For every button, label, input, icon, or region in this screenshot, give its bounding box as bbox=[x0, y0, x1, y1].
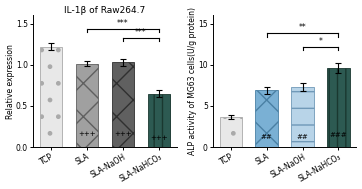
Bar bbox=[291, 87, 314, 147]
Bar bbox=[40, 47, 62, 147]
Text: ##: ## bbox=[261, 134, 273, 140]
Bar bbox=[76, 64, 98, 147]
Text: ***: *** bbox=[117, 19, 129, 28]
Bar bbox=[256, 90, 278, 147]
Bar bbox=[219, 117, 242, 147]
Bar bbox=[148, 94, 170, 147]
Text: ***: *** bbox=[135, 28, 147, 36]
Text: +++: +++ bbox=[78, 131, 96, 137]
Text: +++: +++ bbox=[114, 131, 132, 137]
Text: ###: ### bbox=[330, 132, 347, 138]
Y-axis label: Relative expression: Relative expression bbox=[5, 44, 14, 119]
Y-axis label: ALP activity of MG63 cells(U/g protein): ALP activity of MG63 cells(U/g protein) bbox=[188, 7, 197, 155]
Title: IL-1β of Raw264.7: IL-1β of Raw264.7 bbox=[64, 5, 146, 15]
Text: **: ** bbox=[299, 23, 306, 33]
Text: *: * bbox=[319, 37, 323, 46]
Bar bbox=[111, 62, 134, 147]
Bar bbox=[327, 68, 350, 147]
Text: +++: +++ bbox=[150, 135, 168, 141]
Text: ##: ## bbox=[296, 134, 308, 140]
